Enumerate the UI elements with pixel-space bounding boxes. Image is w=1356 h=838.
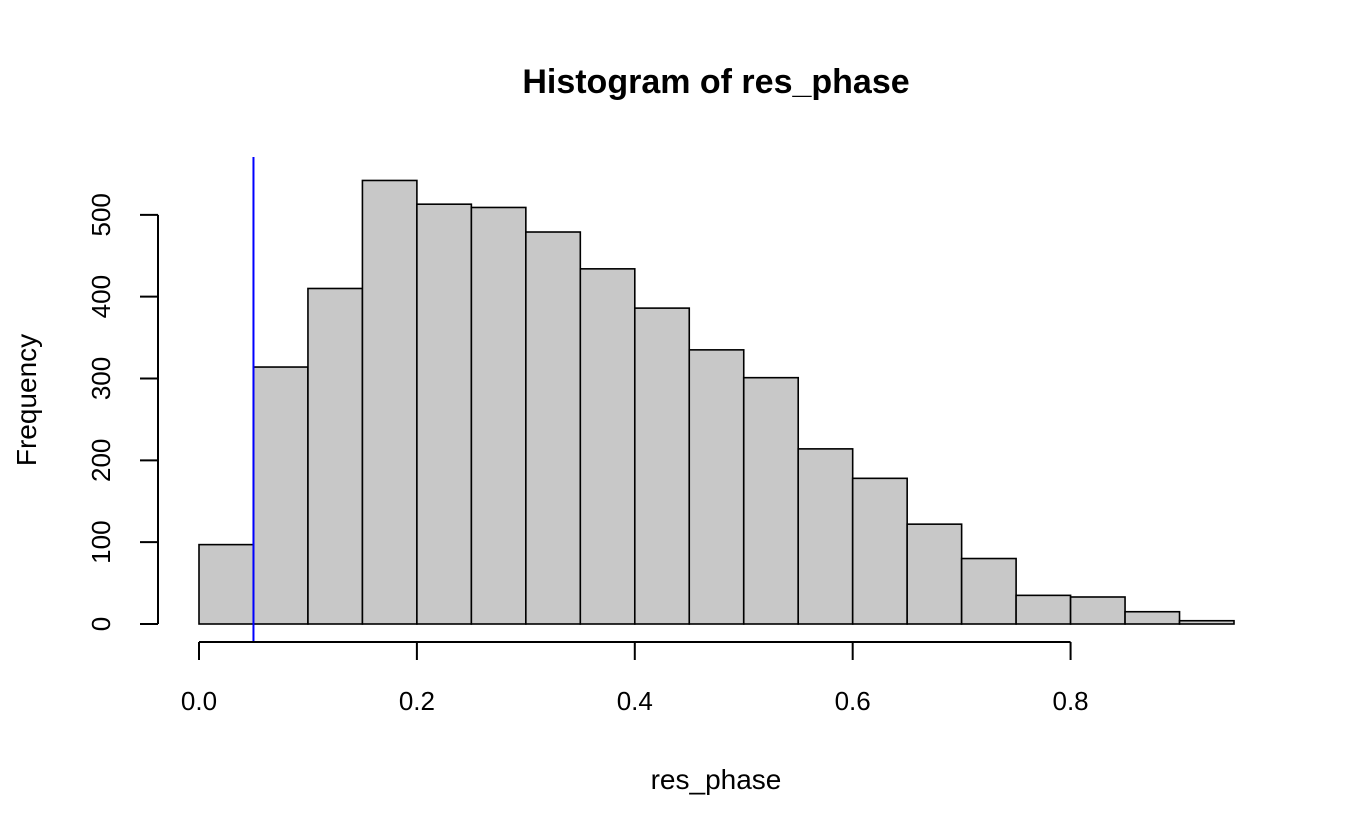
- x-tick-label: 0.4: [617, 686, 653, 716]
- histogram-bar: [1069, 596, 1126, 625]
- histogram-bar: [579, 268, 636, 625]
- histogram-bar: [1015, 594, 1072, 625]
- y-tick-label: 300: [86, 357, 116, 400]
- y-tick-label: 500: [86, 193, 116, 236]
- y-tick-label: 400: [86, 275, 116, 318]
- y-tick-label: 100: [86, 520, 116, 563]
- x-tick-label: 0.0: [181, 686, 217, 716]
- histogram-bar: [960, 557, 1017, 625]
- histogram-bar: [470, 206, 527, 625]
- histogram-bar: [742, 376, 800, 625]
- histogram-bar: [797, 448, 854, 625]
- x-tick-label: 0.8: [1053, 686, 1089, 716]
- x-tick-label: 0.6: [835, 686, 871, 716]
- histogram-bar: [1124, 610, 1181, 625]
- y-tick-label: 0: [86, 617, 116, 631]
- histogram-bar: [198, 543, 255, 625]
- y-tick-label: 200: [86, 439, 116, 482]
- histogram-bar: [906, 523, 963, 625]
- histogram-bar: [525, 231, 582, 625]
- x-tick-label: 0.2: [399, 686, 435, 716]
- histogram-bar: [361, 179, 418, 625]
- y-axis-label: Frequency: [11, 334, 42, 466]
- bars-group: [198, 179, 1235, 625]
- histogram-bar: [307, 287, 364, 625]
- histogram-bar: [688, 349, 745, 625]
- histogram-bar: [851, 477, 908, 625]
- histogram-bar: [416, 203, 473, 625]
- x-axis-label: res_phase: [651, 764, 782, 795]
- x-axis: 0.0 0.2 0.4 0.6 0.8: [181, 641, 1089, 716]
- histogram-bar: [252, 366, 309, 625]
- histogram-bar: [633, 307, 691, 625]
- y-axis: 0 100 200 300 400 500: [86, 193, 159, 631]
- chart-title: Histogram of res_phase: [522, 63, 909, 101]
- histogram-bar: [1178, 619, 1235, 625]
